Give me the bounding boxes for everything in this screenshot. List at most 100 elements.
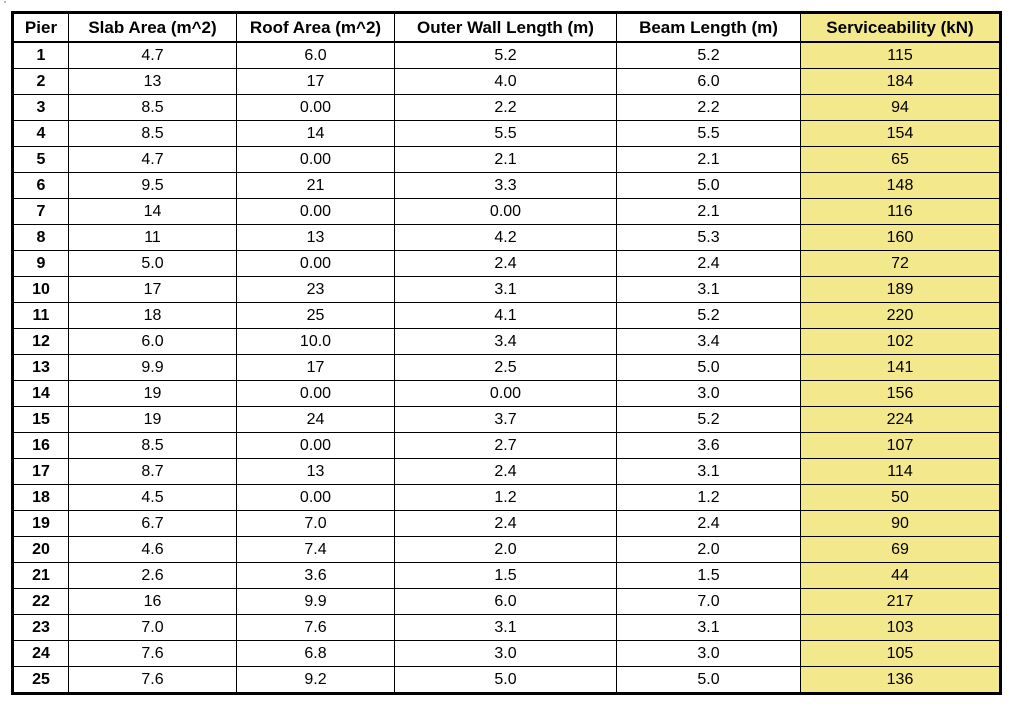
cell-slab-area: 8.5 [68,120,237,147]
cell-serviceability: 148 [800,172,1001,199]
table-row: 15 19 24 3.7 5.2 224 [12,406,1001,433]
table-row: 17 8.7 13 2.4 3.1 114 [12,458,1001,485]
cell-beam-length: 5.0 [616,172,801,199]
cell-outer-wall-length: 5.2 [394,41,617,69]
cell-roof-area: 24 [236,406,395,433]
cell-serviceability: 224 [800,406,1001,433]
pier-load-table: Pier Slab Area (m^2) Roof Area (m^2) Out… [11,11,1002,695]
cell-pier: 6 [12,172,69,199]
cell-serviceability: 217 [800,588,1001,615]
cell-roof-area: 17 [236,68,395,95]
cell-roof-area: 7.0 [236,510,395,537]
cell-pier: 4 [12,120,69,147]
cell-slab-area: 4.7 [68,146,237,173]
cell-pier: 11 [12,302,69,329]
cell-roof-area: 0.00 [236,198,395,225]
cell-pier: 1 [12,41,69,69]
cell-roof-area: 9.2 [236,666,395,694]
cell-slab-area: 6.0 [68,328,237,355]
cell-roof-area: 6.8 [236,640,395,667]
table-row: 1 4.7 6.0 5.2 5.2 115 [12,41,1001,69]
cell-slab-area: 18 [68,302,237,329]
cell-slab-area: 17 [68,276,237,303]
table-row: 25 7.6 9.2 5.0 5.0 136 [12,666,1001,694]
cell-beam-length: 2.4 [616,510,801,537]
cell-beam-length: 3.6 [616,432,801,459]
header-row: Pier Slab Area (m^2) Roof Area (m^2) Out… [12,12,1001,43]
cell-pier: 13 [12,354,69,381]
cell-outer-wall-length: 1.5 [394,562,617,589]
table-row: 22 16 9.9 6.0 7.0 217 [12,588,1001,615]
cell-beam-length: 1.2 [616,484,801,511]
cell-beam-length: 1.5 [616,562,801,589]
cell-slab-area: 9.9 [68,354,237,381]
cell-outer-wall-length: 2.0 [394,536,617,563]
cell-roof-area: 21 [236,172,395,199]
cell-serviceability: 69 [800,536,1001,563]
cell-roof-area: 14 [236,120,395,147]
cell-beam-length: 5.0 [616,354,801,381]
cell-slab-area: 19 [68,380,237,407]
cell-outer-wall-length: 4.1 [394,302,617,329]
cell-outer-wall-length: 0.00 [394,380,617,407]
cell-outer-wall-length: 2.5 [394,354,617,381]
cell-beam-length: 3.1 [616,276,801,303]
cell-outer-wall-length: 2.4 [394,458,617,485]
cell-serviceability: 94 [800,94,1001,121]
column-header-slab-area: Slab Area (m^2) [68,12,237,43]
cell-beam-length: 2.0 [616,536,801,563]
cell-pier: 9 [12,250,69,277]
cell-outer-wall-length: 2.2 [394,94,617,121]
cell-outer-wall-length: 2.4 [394,250,617,277]
cell-slab-area: 4.5 [68,484,237,511]
cell-beam-length: 3.4 [616,328,801,355]
table-row: 4 8.5 14 5.5 5.5 154 [12,120,1001,147]
cell-slab-area: 6.7 [68,510,237,537]
cell-beam-length: 5.0 [616,666,801,694]
cell-roof-area: 9.9 [236,588,395,615]
cell-pier: 10 [12,276,69,303]
table-row: 8 11 13 4.2 5.3 160 [12,224,1001,251]
cell-roof-area: 3.6 [236,562,395,589]
cell-slab-area: 4.6 [68,536,237,563]
cell-serviceability: 116 [800,198,1001,225]
cell-pier: 18 [12,484,69,511]
cell-serviceability: 44 [800,562,1001,589]
corner-mark [4,1,6,3]
table-row: 16 8.5 0.00 2.7 3.6 107 [12,432,1001,459]
cell-slab-area: 4.7 [68,41,237,69]
cell-beam-length: 5.2 [616,406,801,433]
cell-roof-area: 13 [236,458,395,485]
table-row: 20 4.6 7.4 2.0 2.0 69 [12,536,1001,563]
cell-roof-area: 0.00 [236,250,395,277]
cell-beam-length: 5.3 [616,224,801,251]
cell-beam-length: 3.1 [616,458,801,485]
cell-serviceability: 141 [800,354,1001,381]
cell-slab-area: 7.6 [68,666,237,694]
table-row: 9 5.0 0.00 2.4 2.4 72 [12,250,1001,277]
cell-beam-length: 2.1 [616,198,801,225]
cell-roof-area: 0.00 [236,380,395,407]
cell-outer-wall-length: 3.4 [394,328,617,355]
cell-roof-area: 23 [236,276,395,303]
cell-serviceability: 160 [800,224,1001,251]
cell-serviceability: 115 [800,41,1001,69]
cell-pier: 21 [12,562,69,589]
cell-serviceability: 184 [800,68,1001,95]
cell-beam-length: 6.0 [616,68,801,95]
cell-roof-area: 0.00 [236,146,395,173]
cell-serviceability: 220 [800,302,1001,329]
cell-roof-area: 7.6 [236,614,395,641]
cell-serviceability: 103 [800,614,1001,641]
cell-roof-area: 7.4 [236,536,395,563]
cell-slab-area: 7.6 [68,640,237,667]
cell-pier: 7 [12,198,69,225]
cell-outer-wall-length: 6.0 [394,588,617,615]
cell-beam-length: 5.5 [616,120,801,147]
cell-pier: 5 [12,146,69,173]
cell-pier: 23 [12,614,69,641]
cell-serviceability: 189 [800,276,1001,303]
table-row: 10 17 23 3.1 3.1 189 [12,276,1001,303]
table-row: 3 8.5 0.00 2.2 2.2 94 [12,94,1001,121]
table-row: 5 4.7 0.00 2.1 2.1 65 [12,146,1001,173]
